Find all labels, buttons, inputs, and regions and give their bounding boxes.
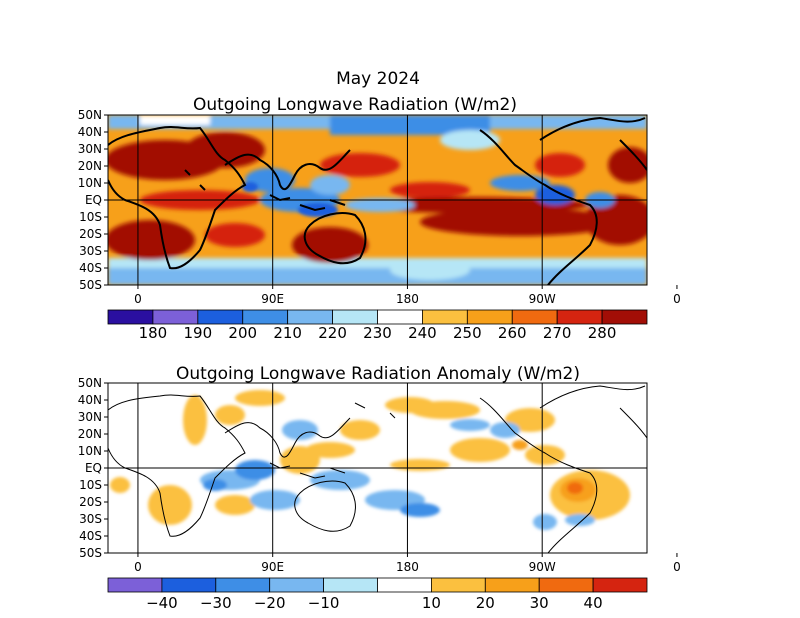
lat-tick-label: 10S xyxy=(79,478,102,492)
colorbar-swatch xyxy=(430,577,486,593)
lon-tick-label: 90E xyxy=(261,292,284,306)
lat-tick-label: 20S xyxy=(79,495,102,509)
olr-lat-ticks: 50N 40N 30N 20N 10N EQ 10S 20S 30S 40S 50S xyxy=(78,108,108,292)
colorbar-tick-label: 250 xyxy=(453,324,482,342)
lat-tick-label: 30N xyxy=(78,410,102,424)
colorbar-swatch xyxy=(484,577,540,593)
lat-tick-label: 40N xyxy=(78,393,102,407)
colorbar-swatch xyxy=(269,577,325,593)
colorbar-tick-label: −20 xyxy=(254,594,286,612)
lon-tick-label: 90E xyxy=(261,560,284,574)
lat-tick-label: 10N xyxy=(78,176,102,190)
olr-colorbar: 180 190 200 210 220 230 240 250 260 270 280 xyxy=(107,309,648,342)
colorbar-swatch xyxy=(511,309,558,325)
lat-tick-label: 50N xyxy=(78,108,102,122)
colorbar-swatch xyxy=(466,309,513,325)
olr-anomaly-map-title: Outgoing Longwave Radiation Anomaly (W/m… xyxy=(176,364,580,384)
lon-tick-label: 90W xyxy=(529,560,556,574)
lat-tick-label: 20N xyxy=(78,159,102,173)
lat-tick-label: 50S xyxy=(79,546,102,560)
olr-anomaly-grid xyxy=(108,383,647,553)
colorbar-tick-label: −30 xyxy=(200,594,232,612)
colorbar-tick-label: −40 xyxy=(146,594,178,612)
olr-grid xyxy=(108,115,647,285)
colorbar-tick-label: 210 xyxy=(273,324,302,342)
lat-tick-label: 30S xyxy=(79,244,102,258)
colorbar-tick-label: −10 xyxy=(308,594,340,612)
lon-tick-label: 0 xyxy=(134,560,142,574)
colorbar-swatch xyxy=(556,309,603,325)
colorbar-swatch xyxy=(377,309,423,325)
olr-anomaly-map-panel: Outgoing Longwave Radiation Anomaly (W/m… xyxy=(78,364,681,612)
olr-map-title: Outgoing Longwave Radiation (W/m2) xyxy=(193,95,517,115)
colorbar-tick-label: 260 xyxy=(498,324,527,342)
colorbar-swatch xyxy=(152,309,199,325)
colorbar-tick-label: 200 xyxy=(228,324,257,342)
colorbar-tick-label: 240 xyxy=(408,324,437,342)
lat-tick-label: 30S xyxy=(79,512,102,526)
lat-tick-label: 10S xyxy=(79,210,102,224)
colorbar-tick-label: 230 xyxy=(363,324,392,342)
olr-coastlines xyxy=(108,116,647,285)
olr-anomaly-lat-ticks: 50N 40N 30N 20N 10N EQ 10S 20S 30S 40S 50S xyxy=(78,376,108,560)
colorbar-swatch xyxy=(538,577,594,593)
lat-tick-label: 30N xyxy=(78,142,102,156)
lat-tick-label: 10N xyxy=(78,444,102,458)
lat-tick-label: 40S xyxy=(79,529,102,543)
lat-tick-label: 40S xyxy=(79,261,102,275)
colorbar-swatch xyxy=(197,309,244,325)
lon-tick-label: 180 xyxy=(396,292,419,306)
colorbar-swatch xyxy=(422,309,468,325)
colorbar-swatch xyxy=(107,577,163,593)
colorbar-swatch xyxy=(377,577,432,593)
lon-tick-label: 0 xyxy=(134,292,142,306)
colorbar-swatch xyxy=(161,577,217,593)
lat-tick-label: 20S xyxy=(79,227,102,241)
colorbar-swatch xyxy=(287,309,333,325)
colorbar-tick-label: 40 xyxy=(584,594,603,612)
olr-map-panel: Outgoing Longwave Radiation (W/m2) xyxy=(78,95,681,342)
colorbar-tick-label: 270 xyxy=(543,324,572,342)
figure-title: May 2024 xyxy=(336,69,420,89)
colorbar-tick-label: 190 xyxy=(184,324,213,342)
lon-tick-label: 0 xyxy=(673,560,681,574)
colorbar-swatch xyxy=(601,309,648,325)
colorbar-tick-label: 10 xyxy=(422,594,441,612)
olr-anomaly-colorbar: −40 −30 −20 −10 10 20 30 40 xyxy=(107,577,648,612)
colorbar-swatch xyxy=(242,309,289,325)
lon-tick-label: 0 xyxy=(673,292,681,306)
lat-tick-label: 50N xyxy=(78,376,102,390)
colorbar-tick-label: 220 xyxy=(318,324,347,342)
olr-anomaly-coastlines xyxy=(108,385,647,553)
lat-tick-label: 50S xyxy=(79,278,102,292)
colorbar-swatch xyxy=(592,577,648,593)
lat-tick-label: 40N xyxy=(78,125,102,139)
lat-tick-label: EQ xyxy=(85,461,102,475)
colorbar-swatch xyxy=(215,577,271,593)
colorbar-swatch xyxy=(332,309,378,325)
colorbar-tick-label: 280 xyxy=(588,324,617,342)
olr-lon-ticks: 0 90E 180 90W 0 xyxy=(134,285,681,306)
colorbar-swatch xyxy=(323,577,378,593)
lat-tick-label: 20N xyxy=(78,427,102,441)
lon-tick-label: 90W xyxy=(529,292,556,306)
lon-tick-label: 180 xyxy=(396,560,419,574)
lat-tick-label: EQ xyxy=(85,193,102,207)
colorbar-tick-label: 180 xyxy=(139,324,168,342)
olr-anomaly-lon-ticks: 0 90E 180 90W 0 xyxy=(134,553,681,574)
colorbar-swatch xyxy=(107,309,154,325)
colorbar-tick-label: 20 xyxy=(476,594,495,612)
colorbar-tick-label: 30 xyxy=(530,594,549,612)
